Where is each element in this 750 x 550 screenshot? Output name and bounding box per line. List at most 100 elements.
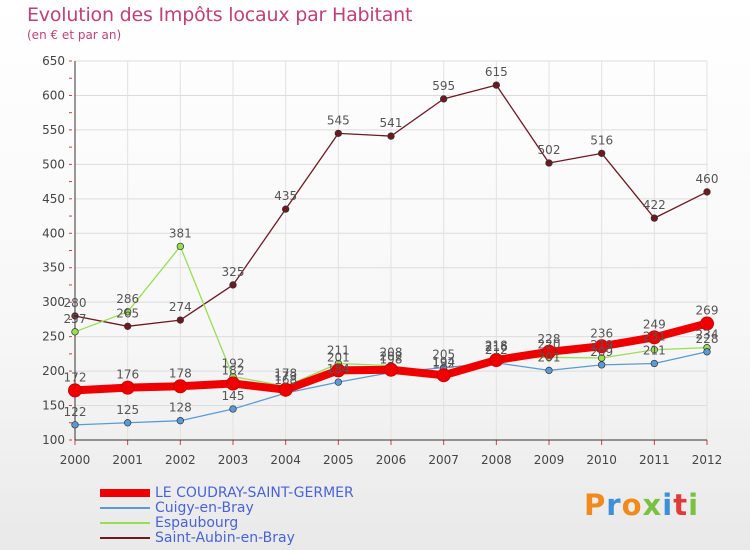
logo-letter: t — [673, 488, 689, 522]
x-tick-label-2007: 2007 — [428, 453, 459, 467]
y-tick-label-650: 650 — [42, 54, 65, 68]
data-point-saint-aubin-en-bray-2007 — [440, 95, 448, 103]
data-label-cuigy-en-bray-2003: 145 — [222, 389, 245, 403]
logo-letter: i — [662, 488, 674, 522]
data-label-le-coudray-saint-germer-2011: 249 — [643, 317, 666, 331]
data-point-cuigy-en-bray-2012 — [703, 348, 711, 356]
data-label-espaubourg-2005: 211 — [327, 344, 350, 358]
data-label-le-coudray-saint-germer-2009: 228 — [538, 332, 561, 346]
data-label-espaubourg-2001: 286 — [116, 292, 139, 306]
y-tick-label-200: 200 — [42, 364, 65, 378]
data-point-cuigy-en-bray-2005 — [334, 378, 342, 386]
data-point-le-coudray-saint-germer-2012 — [700, 316, 714, 331]
data-label-espaubourg-2009: 220 — [538, 337, 561, 351]
data-label-cuigy-en-bray-2011: 211 — [643, 344, 666, 358]
y-tick-label-100: 100 — [42, 433, 65, 447]
data-label-espaubourg-2008: 218 — [485, 339, 508, 353]
data-point-le-coudray-saint-germer-2011 — [647, 330, 662, 345]
data-label-saint-aubin-en-bray-2006: 541 — [380, 116, 403, 130]
chart-subtitle: (en € et par an) — [27, 28, 122, 42]
y-tick-label-550: 550 — [42, 123, 65, 137]
data-label-espaubourg-2007: 192 — [432, 357, 455, 371]
data-label-saint-aubin-en-bray-2011: 422 — [643, 198, 666, 212]
data-label-cuigy-en-bray-2005: 184 — [327, 362, 350, 376]
legend-label: Cuigy-en-Bray — [155, 500, 254, 516]
data-label-le-coudray-saint-germer-2003: 182 — [222, 363, 245, 377]
logo-letter: i — [688, 488, 700, 522]
data-label-saint-aubin-en-bray-2010: 516 — [590, 133, 613, 147]
data-label-le-coudray-saint-germer-2006: 202 — [380, 350, 403, 364]
x-tick-label-2010: 2010 — [586, 453, 617, 467]
data-label-saint-aubin-en-bray-2003: 325 — [222, 265, 245, 279]
data-point-cuigy-en-bray-2000 — [71, 421, 79, 429]
x-tick-label-2006: 2006 — [376, 453, 407, 467]
legend-swatch — [100, 489, 150, 497]
data-point-espaubourg-2011 — [650, 346, 658, 354]
chart-title: Evolution des Impôts locaux par Habitant — [27, 4, 413, 26]
data-label-le-coudray-saint-germer-2000: 172 — [64, 370, 87, 384]
data-label-le-coudray-saint-germer-2010: 236 — [590, 326, 613, 340]
data-point-saint-aubin-en-bray-2002 — [176, 316, 184, 324]
data-label-le-coudray-saint-germer-2001: 176 — [116, 368, 139, 382]
data-label-saint-aubin-en-bray-2007: 595 — [432, 79, 455, 93]
data-point-espaubourg-2000 — [71, 328, 79, 336]
data-label-cuigy-en-bray-2001: 125 — [116, 403, 139, 417]
data-point-le-coudray-saint-germer-2010 — [594, 339, 609, 354]
y-tick-label-450: 450 — [42, 192, 65, 206]
data-label-espaubourg-2012: 234 — [696, 328, 719, 342]
legend-swatch — [100, 507, 150, 509]
data-label-saint-aubin-en-bray-2002: 274 — [169, 300, 192, 314]
legend-swatch — [100, 522, 150, 524]
legend-label: LE COUDRAY-SAINT-GERMER — [155, 485, 354, 501]
x-tick-label-2000: 2000 — [60, 453, 91, 467]
data-point-saint-aubin-en-bray-2001 — [124, 322, 132, 330]
y-tick-label-400: 400 — [42, 226, 65, 240]
data-point-saint-aubin-en-bray-2012 — [703, 188, 711, 196]
x-tick-label-2009: 2009 — [534, 453, 565, 467]
y-tick-label-350: 350 — [42, 261, 65, 275]
data-label-cuigy-en-bray-2007: 205 — [432, 348, 455, 362]
x-tick-label-2001: 2001 — [112, 453, 143, 467]
data-label-cuigy-en-bray-2006: 198 — [380, 352, 403, 366]
data-label-saint-aubin-en-bray-2009: 502 — [538, 143, 561, 157]
y-tick-label-600: 600 — [42, 88, 65, 102]
data-label-le-coudray-saint-germer-2008: 216 — [485, 340, 508, 354]
data-point-cuigy-en-bray-2011 — [650, 359, 658, 368]
data-label-le-coudray-saint-germer-2002: 178 — [169, 366, 192, 380]
data-label-cuigy-en-bray-2012: 228 — [696, 332, 719, 346]
data-point-le-coudray-saint-germer-2002 — [173, 379, 188, 394]
data-point-cuigy-en-bray-2003 — [229, 405, 237, 413]
data-label-saint-aubin-en-bray-2008: 615 — [485, 65, 508, 79]
x-tick-label-2003: 2003 — [218, 453, 249, 467]
data-label-saint-aubin-en-bray-2000: 280 — [64, 296, 87, 310]
logo-letter: r — [606, 488, 622, 522]
x-tick-label-2005: 2005 — [323, 453, 354, 467]
data-point-le-coudray-saint-germer-2003 — [226, 376, 240, 391]
data-point-saint-aubin-en-bray-2006 — [387, 132, 395, 140]
y-tick-label-250: 250 — [42, 330, 65, 344]
data-label-espaubourg-2010: 219 — [590, 338, 613, 352]
data-label-espaubourg-2000: 257 — [64, 312, 87, 326]
x-tick-label-2008: 2008 — [481, 453, 512, 467]
data-point-le-coudray-saint-germer-2004 — [278, 382, 293, 397]
data-point-cuigy-en-bray-2010 — [598, 361, 606, 369]
data-label-espaubourg-2004: 178 — [274, 366, 297, 380]
legend-label: Saint-Aubin-en-Bray — [155, 530, 295, 546]
x-tick-label-2004: 2004 — [270, 453, 301, 467]
data-label-le-coudray-saint-germer-2007: 194 — [432, 355, 455, 369]
data-point-espaubourg-2002 — [176, 242, 184, 251]
data-label-le-coudray-saint-germer-2004: 173 — [274, 370, 297, 384]
data-label-espaubourg-2011: 231 — [643, 330, 666, 344]
y-tick-label-300: 300 — [42, 295, 65, 309]
x-tick-label-2012: 2012 — [692, 453, 723, 467]
data-label-espaubourg-2002: 381 — [169, 226, 192, 240]
logo-letter: P — [584, 488, 607, 522]
data-point-saint-aubin-en-bray-2000 — [71, 312, 79, 320]
data-label-le-coudray-saint-germer-2012: 269 — [696, 304, 719, 318]
y-tick-label-150: 150 — [42, 399, 65, 413]
data-label-cuigy-en-bray-2000: 122 — [64, 405, 87, 419]
data-label-saint-aubin-en-bray-2004: 435 — [274, 189, 297, 203]
data-point-saint-aubin-en-bray-2003 — [229, 281, 237, 289]
data-point-saint-aubin-en-bray-2010 — [598, 149, 606, 157]
